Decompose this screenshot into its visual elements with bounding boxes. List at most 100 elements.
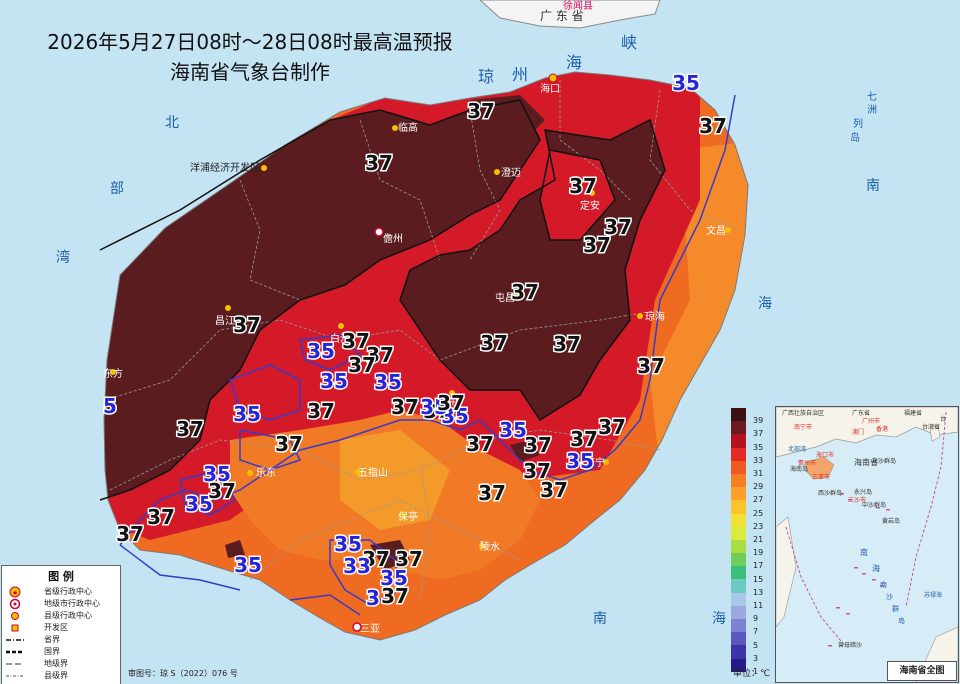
sea-label: 南 <box>866 178 880 194</box>
scale-label: 17 <box>753 561 764 571</box>
city-name: 儋州 <box>383 232 403 245</box>
inset-label: 曾母暗沙 <box>838 641 862 649</box>
city-ledong: 乐东 <box>247 466 276 479</box>
city-name: 保亭 <box>398 510 418 523</box>
legend-item-prefecture-border: 地级界 <box>6 658 68 669</box>
inset-label: 北部湾 <box>788 445 806 453</box>
city-name: 昌江 <box>215 315 235 327</box>
city-dongfang: 东方 <box>103 367 123 380</box>
city-yangpu: 洋浦经济开发区 <box>190 161 267 174</box>
city-changjiang: 昌江 <box>215 305 235 327</box>
scale-label: 9 <box>753 614 759 624</box>
isotherm-label: 37 <box>604 215 632 239</box>
city-name: 洋浦经济开发区 <box>190 161 260 174</box>
city-danzhou: 儋州 <box>374 227 403 245</box>
isotherm-label: 37 <box>511 280 539 304</box>
isotherm-label: 35 <box>334 532 362 556</box>
isotherm-label: 37 <box>466 432 494 456</box>
inset-label: 澳门 <box>852 428 864 436</box>
scale-label: 21 <box>753 535 764 544</box>
guangdong-label: 广 东 省 <box>540 9 584 23</box>
city-haikou: 海口 <box>540 73 560 95</box>
inset-label: 台 <box>940 415 946 423</box>
isotherm-label: 35 <box>307 339 335 363</box>
scale-label: 33 <box>753 455 764 465</box>
sea-label: 峡 <box>621 33 637 52</box>
legend-item-national-border: 国界 <box>6 646 60 657</box>
inset-label: 海南岛 <box>790 465 808 473</box>
legend-item-province-border: 省界 <box>6 634 60 645</box>
city-wenchang: 文昌 <box>706 224 731 237</box>
scale-label: 23 <box>753 521 764 531</box>
inset-label: 岛 <box>898 616 905 625</box>
inset-label: 福建省 <box>904 409 922 417</box>
sea-label: 列 <box>853 117 863 130</box>
isotherm-label: 35 <box>234 553 262 577</box>
inset-labels: 广西壮族自治区 广东省 福建省 台 南宁市 广州市 澳门 香港 台湾省 北部湾 … <box>782 409 946 649</box>
scale-swatch <box>731 513 746 527</box>
inset-label: 苏禄海 <box>924 591 942 599</box>
inset-label: 海口市 <box>816 451 834 459</box>
island-coastline <box>103 71 749 641</box>
inset-label: 永兴岛 <box>854 488 872 496</box>
province-border-icon <box>6 635 24 645</box>
city-name: 白沙 <box>330 332 350 345</box>
city-dingan: 定安 <box>580 190 600 212</box>
sea-label: 部 <box>110 181 124 197</box>
scale-label: 19 <box>753 548 764 558</box>
isotherm-label: 35 <box>203 462 231 486</box>
sea-label: 七 <box>867 91 877 103</box>
isotherm-label: 37 <box>699 114 727 138</box>
isotherm-label: 37 <box>147 505 175 529</box>
inset-label: 三亚市 <box>812 473 830 481</box>
inset-label: 黄岩岛 <box>882 517 900 525</box>
inset-label: 海南省 <box>854 457 878 467</box>
city-markers: 海口 临高 澄迈 定安 文昌 洋浦经济开发区 儋州 屯昌 琼海 昌江 白沙 东方… <box>103 73 731 635</box>
scale-label: 15 <box>753 574 764 584</box>
inset-label: 南宁市 <box>794 423 812 431</box>
isotherm-label: 37 <box>395 547 423 571</box>
scale-label: 25 <box>753 508 764 518</box>
scale-swatch <box>731 645 746 659</box>
legend-title: 图 例 <box>48 570 74 583</box>
city-wanning: 万宁 <box>585 456 609 469</box>
provincial-capital-icon: ★ <box>6 586 24 597</box>
isotherm-label: 37 <box>480 331 508 355</box>
map-legend: 图 例 ★ 省级行政中心 地级市行政中心 县级行政中心 开发区 省界 国界 地级… <box>1 565 121 684</box>
scale-swatch <box>731 500 746 514</box>
isotherm-label: 37 <box>176 417 204 441</box>
sea-label: 海 <box>712 611 726 627</box>
inset-label: 南 <box>880 580 887 589</box>
inset-map-drawing: 广西壮族自治区 广东省 福建省 台 南宁市 广州市 澳门 香港 台湾省 北部湾 … <box>776 407 958 682</box>
inset-label: 东沙群岛 <box>872 457 896 465</box>
isotherm-label: 37 <box>524 433 552 457</box>
county-borders <box>104 80 741 601</box>
isotherm-label: 35 <box>233 402 261 426</box>
city-name: 琼中 <box>438 395 458 408</box>
city-name: 陵水 <box>480 541 500 553</box>
inset-label: 香港 <box>876 425 888 433</box>
scale-label: 13 <box>753 587 764 597</box>
city-qiongzhong: 琼中 <box>438 390 458 408</box>
south-sea-islands <box>828 493 890 647</box>
isotherm-label: 35 <box>185 492 213 516</box>
scale-label: 37 <box>753 429 764 439</box>
sea-label: 北 <box>165 115 179 131</box>
isotherm-label: 37 <box>362 547 390 571</box>
isotherm-label: 37 <box>208 479 236 503</box>
scale-label: 27 <box>753 495 764 505</box>
scale-swatch <box>731 605 746 619</box>
scale-swatch <box>731 566 746 580</box>
isotherm-label: 37 <box>583 233 611 257</box>
isotherm-label: 37 <box>366 343 394 367</box>
scale-swatch <box>731 473 746 488</box>
map-approval-number: 审图号：琼 S（2022）076 号 <box>128 669 238 678</box>
isotherm-label: 3 <box>366 586 380 610</box>
temperature-color-scale: 39 37 35 33 31 29 27 25 23 21 19 17 15 13 11 9 7 5 3 1 <box>731 408 773 676</box>
isotherm-label: 37 <box>342 329 370 353</box>
isotherm-label: 37 <box>523 459 551 483</box>
sea-label: 州 <box>512 65 528 84</box>
xuwen-label: 徐闻县 <box>563 0 593 12</box>
